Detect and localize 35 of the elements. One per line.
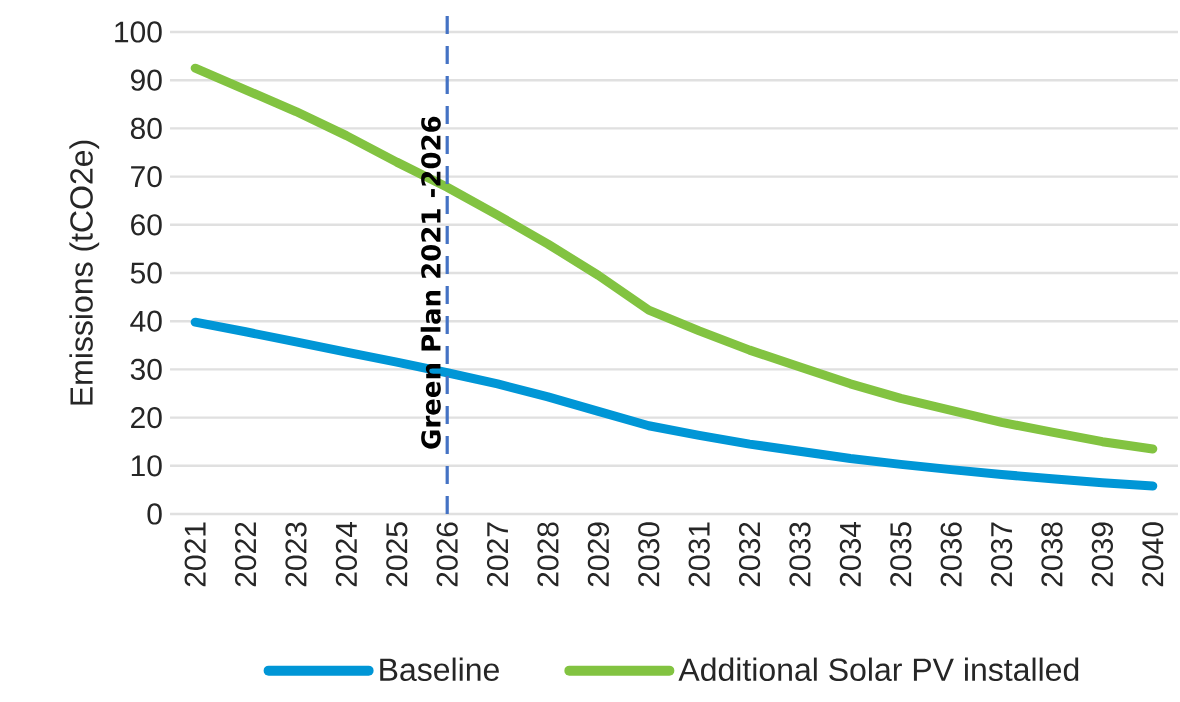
x-tick-label: 2025: [386, 522, 408, 587]
x-tick-label: 2027: [486, 522, 509, 587]
y-tick-label: 100: [115, 21, 162, 43]
x-tick-label: 2032: [738, 522, 761, 587]
x-tick-label: 2026: [436, 522, 458, 587]
x-tick-label: 2021: [184, 522, 206, 587]
y-tick-label: 40: [130, 310, 162, 332]
x-tick-label: 2035: [890, 522, 912, 587]
x-tick-label: 2022: [234, 522, 257, 587]
y-tick-label: 0: [147, 503, 162, 525]
x-tick-label: 2036: [940, 522, 962, 587]
x-tick-label: 2040: [1142, 522, 1164, 587]
y-tick-label: 10: [131, 455, 162, 477]
x-tick-label: 2023: [285, 522, 307, 587]
y-tick-label: 20: [131, 406, 162, 429]
y-axis-title: Emissions (tCO2e): [69, 140, 100, 405]
x-tick-label: 2030: [638, 522, 660, 587]
x-tick-label: 2024: [335, 521, 358, 587]
x-tick-label: 2034: [839, 521, 861, 587]
ref-line-label: Green Plan 2021 -2026: [420, 116, 441, 449]
x-tick-label: 2039: [1091, 522, 1113, 587]
x-tick-label: 2031: [688, 522, 710, 587]
x-tick-label: 2037: [990, 522, 1013, 587]
y-tick-label: 50: [130, 262, 162, 284]
x-tick-label: 2028: [537, 522, 559, 587]
x-tick-label: 2033: [789, 522, 811, 587]
x-tick-label: 2038: [1041, 522, 1063, 587]
x-tick-label: 2029: [587, 522, 610, 587]
y-tick-label: 90: [130, 69, 162, 91]
y-tick-label: 60: [131, 214, 162, 236]
legend-label: Baseline: [380, 657, 499, 682]
legend-label: Additional Solar PV installed: [678, 657, 1079, 682]
y-tick-label: 30: [130, 358, 162, 380]
y-tick-label: 80: [130, 117, 162, 139]
y-tick-label: 70: [131, 165, 162, 188]
